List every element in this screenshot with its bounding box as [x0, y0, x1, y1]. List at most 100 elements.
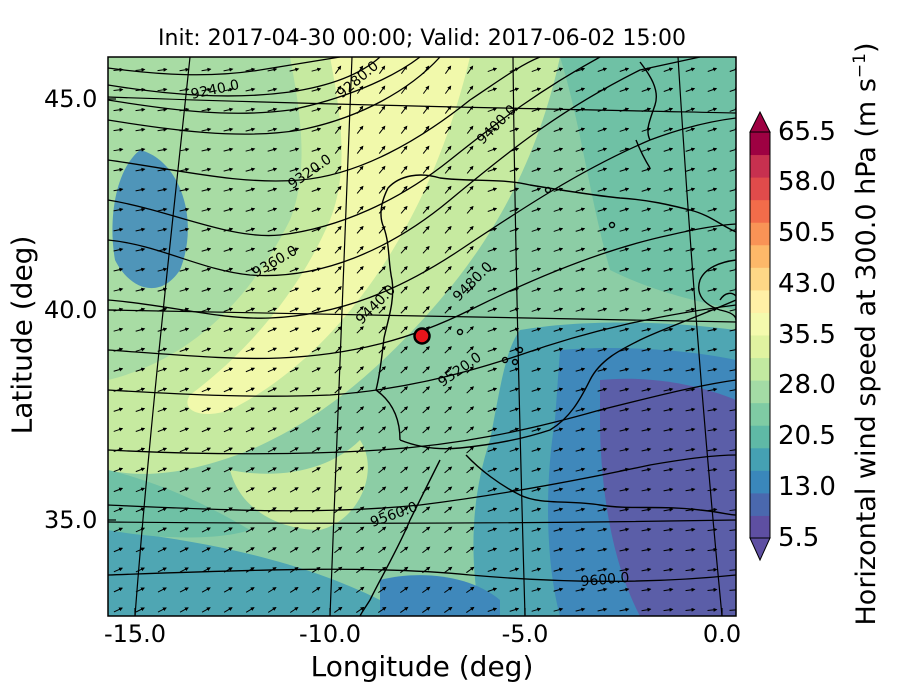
colorbar-tick-label: 58.0: [778, 167, 836, 197]
wind-arrow: [729, 307, 736, 312]
y-tick-label: 35.0: [44, 506, 98, 534]
wind-arrow: [487, 167, 498, 173]
wind-arrow: [509, 387, 520, 392]
wind-arrow: [356, 606, 365, 614]
wind-arrow: [466, 205, 474, 214]
wind-arrow: [531, 147, 542, 152]
wind-arrow: [685, 307, 696, 312]
wind-arrow: [619, 567, 630, 572]
wind-arrow: [157, 427, 168, 433]
wind-arrow: [400, 145, 408, 154]
wind-arrow: [400, 466, 409, 474]
wind-arrow: [179, 487, 190, 493]
wind-arrow: [334, 586, 343, 594]
wind-arrow: [707, 127, 718, 132]
colorbar-step: [750, 222, 770, 246]
wind-arrow: [597, 127, 608, 132]
wind-arrow: [553, 67, 564, 73]
wind-arrow: [223, 367, 234, 373]
wind-arrow: [444, 486, 453, 494]
wind-arrow: [487, 147, 498, 153]
wind-arrow: [422, 546, 431, 554]
wind-arrow: [641, 447, 652, 452]
wind-arrow: [641, 347, 652, 352]
wind-arrow: [575, 527, 586, 532]
wind-arrow: [531, 427, 542, 432]
wind-arrow: [575, 327, 586, 332]
wind-arrow: [378, 486, 387, 494]
wind-arrow: [267, 327, 278, 333]
wind-arrow: [553, 147, 564, 152]
colorbar-step: [750, 470, 770, 494]
wind-arrow: [422, 466, 431, 474]
wind-arrow: [179, 607, 189, 613]
colorbar-label-exponent: −1: [850, 53, 870, 79]
wind-arrow: [729, 167, 736, 172]
wind-arrow: [334, 486, 343, 494]
wind-arrow: [400, 225, 408, 234]
wind-arrow: [663, 267, 674, 272]
wind-arrow: [597, 467, 608, 472]
wind-arrow: [245, 387, 256, 393]
wind-arrow: [267, 167, 278, 172]
wind-arrow: [729, 247, 736, 252]
wind-arrow: [707, 107, 718, 112]
wind-arrow: [179, 467, 190, 473]
wind-arrow: [641, 567, 652, 572]
wind-arrow: [400, 245, 408, 254]
wind-arrow: [685, 147, 696, 152]
wind-arrow: [334, 306, 342, 314]
wind-arrow: [663, 307, 674, 312]
wind-arrow: [729, 107, 736, 112]
wind-arrow: [641, 587, 652, 592]
wind-arrow: [311, 67, 322, 72]
wind-arrow: [575, 347, 586, 352]
colorbar-step: [750, 267, 770, 291]
wind-arrow: [311, 87, 322, 92]
wind-arrow: [356, 145, 364, 154]
wind-arrow: [487, 527, 498, 532]
wind-arrow: [663, 227, 674, 232]
wind-arrow: [311, 407, 321, 413]
wind-arrow: [641, 487, 652, 492]
wind-arrow: [311, 127, 322, 132]
wind-arrow: [641, 367, 652, 372]
wind-arrow: [487, 87, 498, 93]
wind-arrow: [553, 427, 564, 432]
wind-arrow: [245, 347, 256, 353]
wind-arrow: [113, 267, 124, 272]
wind-arrow: [641, 227, 652, 232]
wind-arrow: [531, 547, 542, 552]
wind-arrow: [641, 147, 652, 152]
wind-arrow: [223, 127, 234, 132]
wind-arrow: [707, 527, 718, 532]
wind-arrow: [575, 67, 586, 72]
wind-arrow: [685, 107, 696, 112]
wind-arrow: [334, 245, 342, 254]
wind-arrow: [157, 587, 167, 593]
wind-arrow: [378, 165, 386, 174]
wind-arrow: [179, 547, 189, 553]
wind-arrow: [223, 327, 234, 333]
wind-arrow: [245, 127, 256, 132]
colorbar-top-extension: [749, 110, 771, 133]
wind-arrow: [378, 466, 387, 474]
wind-arrow: [509, 427, 520, 432]
wind-arrow: [487, 407, 498, 412]
wind-arrow: [179, 207, 190, 212]
wind-arrow: [245, 147, 256, 152]
wind-arrow: [289, 227, 300, 233]
wind-arrow: [487, 347, 498, 352]
wind-arrow: [663, 547, 674, 552]
wind-arrow: [157, 147, 168, 152]
wind-arrow: [663, 567, 674, 572]
wind-arrow: [311, 227, 322, 233]
wind-arrow: [553, 607, 564, 612]
wind-arrow: [531, 227, 542, 232]
wind-arrow: [135, 407, 146, 412]
island: [501, 356, 509, 364]
wind-arrow: [531, 447, 542, 452]
wind-arrow: [619, 247, 630, 252]
wind-arrow: [267, 147, 278, 152]
wind-arrow: [400, 285, 408, 294]
